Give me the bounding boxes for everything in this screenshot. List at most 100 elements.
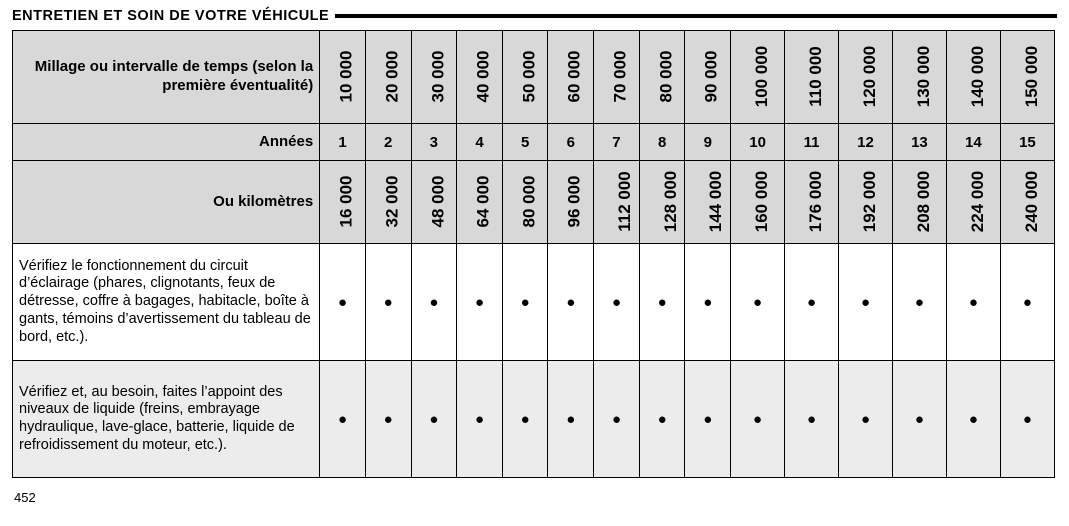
mileage-col-15: 150 000 (1000, 31, 1054, 124)
km-col: 224 000 (946, 161, 1000, 244)
km-val: 80 000 (520, 176, 537, 228)
mileage-col-10: 100 000 (731, 31, 785, 124)
section-title-rule (335, 14, 1057, 18)
km-col: 240 000 (1000, 161, 1054, 244)
years-col: 10 (731, 124, 785, 161)
years-col: 15 (1000, 124, 1054, 161)
years-col: 6 (548, 124, 594, 161)
years-col: 2 (365, 124, 411, 161)
dot-cell: ● (320, 361, 366, 478)
km-col: 112 000 (594, 161, 640, 244)
dot-cell: ● (502, 361, 548, 478)
dot-cell: ● (594, 361, 640, 478)
km-val: 64 000 (475, 176, 492, 228)
km-val: 192 000 (861, 171, 878, 232)
mileage-val: 100 000 (753, 46, 770, 107)
mileage-val: 140 000 (969, 46, 986, 107)
mileage-val: 150 000 (1023, 46, 1040, 107)
km-val: 96 000 (566, 176, 583, 228)
km-col: 144 000 (685, 161, 731, 244)
dot-cell: ● (594, 244, 640, 361)
header-km-label: Ou kilomètres (13, 161, 320, 244)
km-col: 128 000 (639, 161, 685, 244)
years-col: 11 (785, 124, 839, 161)
section-title: ENTRETIEN ET SOIN DE VOTRE VÉHICULE (12, 8, 335, 24)
km-col: 208 000 (892, 161, 946, 244)
mileage-val: 120 000 (861, 46, 878, 107)
dot-cell: ● (731, 244, 785, 361)
km-col: 48 000 (411, 161, 457, 244)
dot-cell: ● (365, 244, 411, 361)
table-row: Vérifiez et, au besoin, faites l’appoint… (13, 361, 1055, 478)
row-description: Vérifiez et, au besoin, faites l’appoint… (13, 361, 320, 478)
mileage-col-11: 110 000 (785, 31, 839, 124)
km-val: 16 000 (338, 176, 355, 228)
dot-cell: ● (685, 244, 731, 361)
mileage-val: 40 000 (475, 51, 492, 103)
km-col: 80 000 (502, 161, 548, 244)
maintenance-table: Millage ou intervalle de temps (selon la… (12, 30, 1055, 478)
years-col: 4 (457, 124, 503, 161)
mileage-col-8: 80 000 (639, 31, 685, 124)
years-col: 3 (411, 124, 457, 161)
dot-cell: ● (411, 244, 457, 361)
years-col: 8 (639, 124, 685, 161)
mileage-val: 50 000 (520, 51, 537, 103)
dot-cell: ● (892, 361, 946, 478)
dot-cell: ● (892, 244, 946, 361)
mileage-val: 60 000 (566, 51, 583, 103)
km-val: 160 000 (753, 171, 770, 232)
dot-cell: ● (946, 361, 1000, 478)
dot-cell: ● (548, 361, 594, 478)
km-val: 48 000 (429, 176, 446, 228)
page-number: 452 (12, 478, 1057, 505)
dot-cell: ● (685, 361, 731, 478)
km-val: 128 000 (662, 171, 679, 232)
dot-cell: ● (1000, 361, 1054, 478)
dot-cell: ● (548, 244, 594, 361)
years-col: 1 (320, 124, 366, 161)
km-col: 32 000 (365, 161, 411, 244)
dot-cell: ● (946, 244, 1000, 361)
dot-cell: ● (502, 244, 548, 361)
header-row-km: Ou kilomètres 16 000 32 000 48 000 64 00… (13, 161, 1055, 244)
mileage-col-13: 130 000 (892, 31, 946, 124)
km-val: 32 000 (383, 176, 400, 228)
km-val: 144 000 (708, 171, 725, 232)
mileage-col-2: 20 000 (365, 31, 411, 124)
km-col: 16 000 (320, 161, 366, 244)
years-col: 9 (685, 124, 731, 161)
years-col: 12 (839, 124, 893, 161)
years-col: 13 (892, 124, 946, 161)
years-col: 14 (946, 124, 1000, 161)
dot-cell: ● (457, 244, 503, 361)
mileage-col-3: 30 000 (411, 31, 457, 124)
dot-cell: ● (639, 361, 685, 478)
mileage-val: 80 000 (657, 51, 674, 103)
dot-cell: ● (320, 244, 366, 361)
dot-cell: ● (839, 244, 893, 361)
table-row: Vérifiez le fonctionnement du circuit d’… (13, 244, 1055, 361)
mileage-col-14: 140 000 (946, 31, 1000, 124)
mileage-val: 90 000 (703, 51, 720, 103)
header-years-label: Années (13, 124, 320, 161)
mileage-val: 30 000 (429, 51, 446, 103)
km-val: 112 000 (616, 171, 633, 232)
header-row-years: Années 1 2 3 4 5 6 7 8 9 10 11 12 13 14 … (13, 124, 1055, 161)
km-val: 176 000 (807, 171, 824, 232)
mileage-col-12: 120 000 (839, 31, 893, 124)
mileage-col-9: 90 000 (685, 31, 731, 124)
km-col: 176 000 (785, 161, 839, 244)
km-val: 240 000 (1023, 171, 1040, 232)
dot-cell: ● (1000, 244, 1054, 361)
dot-cell: ● (785, 361, 839, 478)
mileage-val: 10 000 (338, 51, 355, 103)
km-col: 192 000 (839, 161, 893, 244)
dot-cell: ● (639, 244, 685, 361)
dot-cell: ● (365, 361, 411, 478)
years-col: 7 (594, 124, 640, 161)
mileage-col-4: 40 000 (457, 31, 503, 124)
km-val: 224 000 (969, 171, 986, 232)
mileage-col-6: 60 000 (548, 31, 594, 124)
mileage-val: 70 000 (612, 51, 629, 103)
